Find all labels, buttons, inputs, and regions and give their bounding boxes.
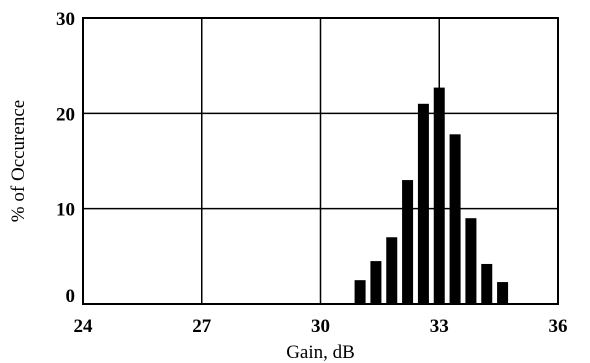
bar-5 — [433, 87, 445, 305]
x-tick-label-36: 36 — [549, 316, 568, 337]
plot-frame — [82, 17, 559, 305]
y-tick-label-30: 30 — [56, 9, 75, 30]
grid-lines — [83, 18, 558, 304]
y-tick-label-0: 0 — [66, 286, 76, 307]
y-tick-label-10: 10 — [56, 200, 75, 221]
bar-9 — [497, 282, 509, 304]
bar-3 — [402, 180, 414, 304]
x-tick-labels: 24 27 30 33 36 — [74, 316, 568, 337]
x-tick-label-27: 27 — [192, 316, 212, 337]
bar-7 — [465, 218, 477, 304]
x-tick-label-24: 24 — [74, 316, 94, 337]
bar-4 — [417, 103, 429, 304]
y-tick-label-20: 20 — [56, 104, 75, 125]
bar-8 — [481, 263, 493, 304]
y-tick-labels: 0 10 20 30 — [56, 9, 75, 307]
bars — [354, 87, 509, 305]
bar-2 — [386, 237, 398, 304]
x-axis-title: Gain, dB — [286, 342, 355, 363]
bar-6 — [449, 134, 461, 304]
y-axis-title: % of Occurence — [8, 100, 29, 222]
x-tick-label-33: 33 — [430, 316, 449, 337]
bar-0 — [354, 280, 366, 304]
x-tick-label-30: 30 — [311, 316, 330, 337]
bar-1 — [370, 261, 382, 304]
